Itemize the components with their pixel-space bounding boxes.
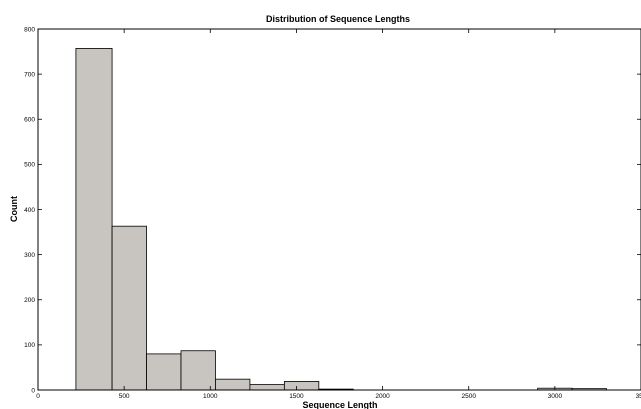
histogram-bar-3 [180,350,216,391]
bars-group [75,48,607,391]
histogram-bar-6 [283,381,320,391]
x-tick-label: 350 [636,393,641,400]
histogram-bar-5 [249,384,285,391]
y-tick-label: 0 [31,387,35,394]
plot-frame [37,28,641,391]
y-axis-label: Count [9,196,19,222]
histogram-bar-4 [215,378,251,391]
histogram-bar-1 [111,225,147,391]
y-tick-label: 500 [24,162,35,169]
y-tick-label: 700 [24,71,35,78]
x-tick-label: 1000 [203,393,218,400]
y-tick-label: 100 [24,342,35,349]
chart-title: Distribution of Sequence Lengths [266,14,410,24]
y-tick-label: 600 [24,117,35,124]
histogram-bar-2 [146,353,182,391]
x-axis-label: Sequence Length [302,400,377,409]
y-tick-label: 200 [24,297,35,304]
x-tick-label: 2000 [375,393,390,400]
y-tick-label: 800 [24,26,35,33]
x-tick-label: 0 [36,393,40,400]
x-tick-label: 2500 [461,393,476,400]
x-tick-label: 3000 [548,393,563,400]
y-tick-label: 400 [24,207,35,214]
x-tick-label: 500 [119,393,130,400]
histogram-bar-0 [75,48,113,391]
x-tick-label: 1500 [289,393,304,400]
y-tick-label: 300 [24,252,35,259]
